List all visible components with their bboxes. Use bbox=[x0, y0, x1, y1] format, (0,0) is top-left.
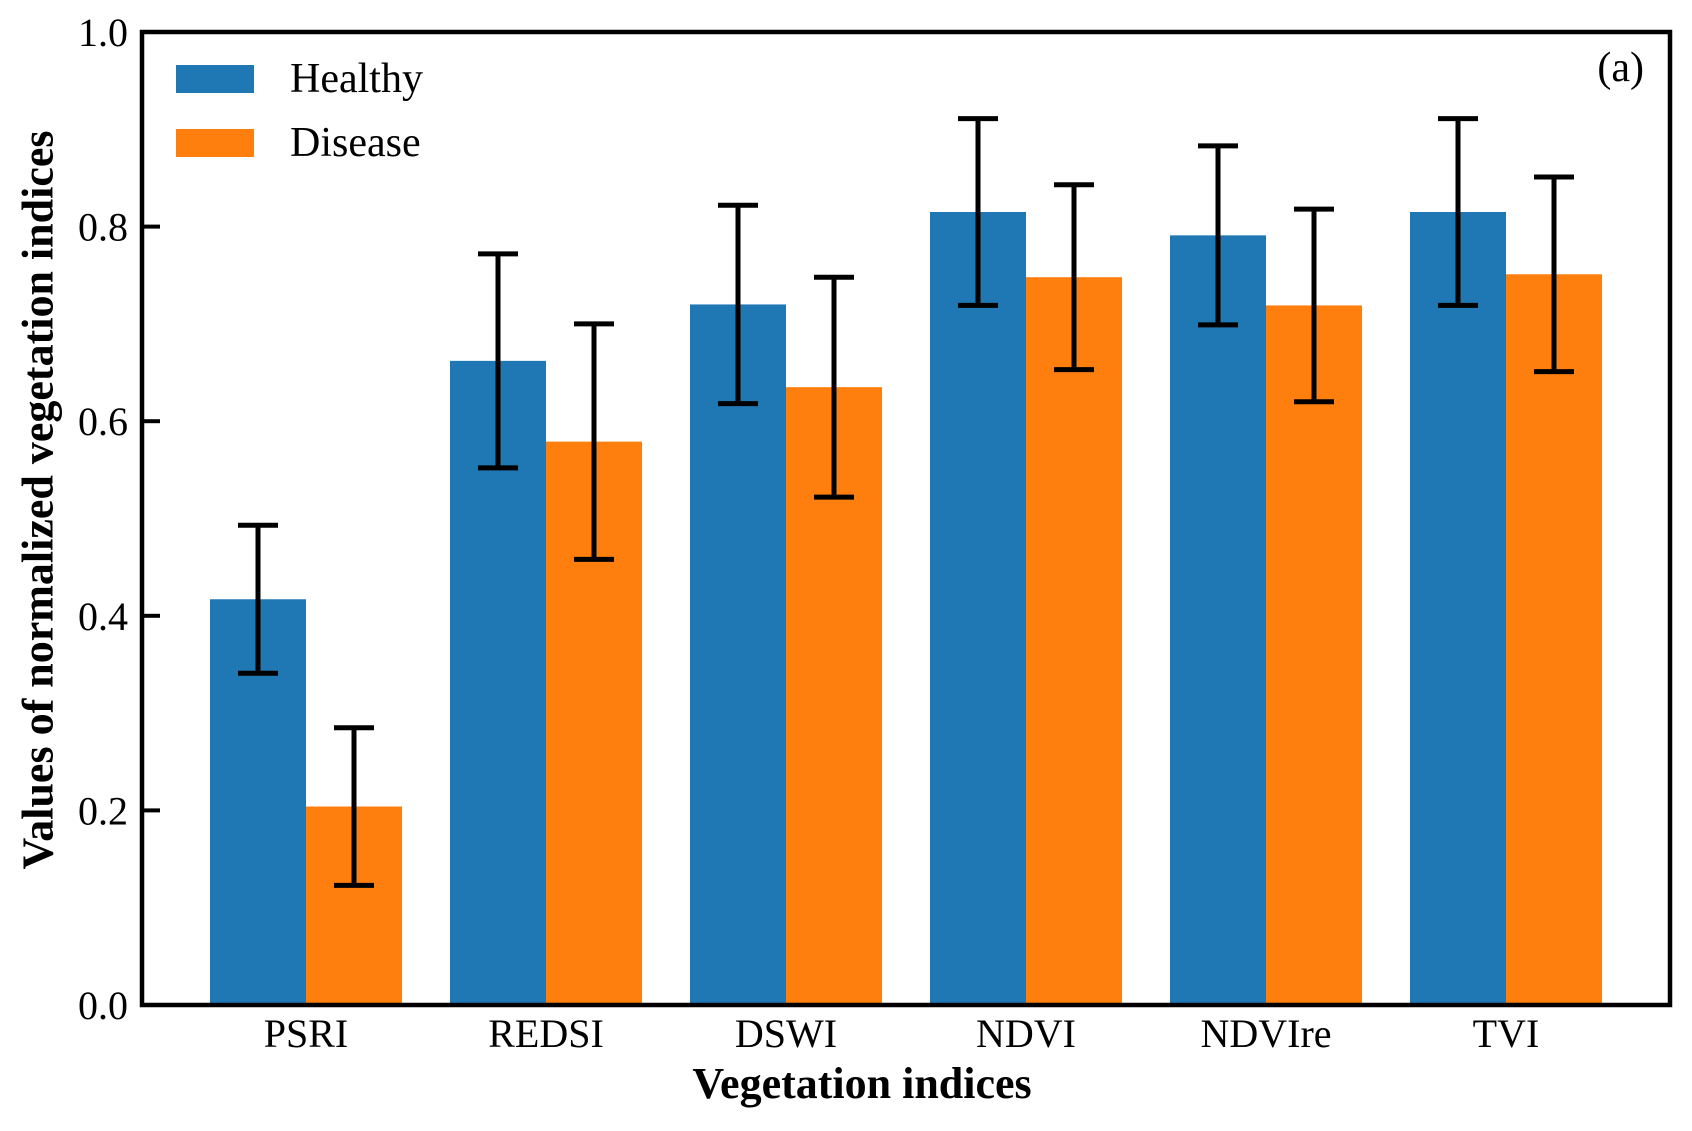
y-axis-title: Values of normalized vegetation indices bbox=[13, 130, 63, 870]
y-tick-label-0.4: 0.4 bbox=[78, 594, 128, 639]
y-tick-label-0.8: 0.8 bbox=[78, 205, 128, 250]
axes-frame bbox=[139, 29, 1673, 1008]
x-category-label-TVI: TVI bbox=[1473, 1011, 1540, 1056]
legend-item-healthy: Healthy bbox=[176, 58, 423, 100]
x-category-label-NDVI: NDVI bbox=[976, 1011, 1076, 1056]
legend-label-healthy: Healthy bbox=[290, 56, 423, 102]
legend-swatch-healthy-icon bbox=[176, 65, 254, 93]
y-tick-label-0.2: 0.2 bbox=[78, 788, 128, 833]
bar-disease-NDVI bbox=[1026, 277, 1122, 1005]
bar-disease-NDVIre bbox=[1266, 305, 1362, 1006]
legend-label-disease: Disease bbox=[290, 120, 421, 166]
bar-healthy-TVI bbox=[1410, 212, 1506, 1005]
panel-label: (a) bbox=[1597, 45, 1644, 91]
legend-swatch-disease-icon bbox=[176, 129, 254, 157]
legend: Healthy Disease bbox=[176, 58, 423, 164]
bar-healthy-NDVI bbox=[930, 212, 1026, 1005]
legend-item-disease: Disease bbox=[176, 122, 423, 164]
y-tick-label-0.0: 0.0 bbox=[78, 983, 128, 1028]
y-tick-label-1.0: 1.0 bbox=[78, 10, 128, 55]
x-axis-title: Vegetation indices bbox=[692, 1059, 1032, 1108]
x-category-label-REDSI: REDSI bbox=[488, 1011, 604, 1056]
x-category-label-DSWI: DSWI bbox=[735, 1011, 837, 1056]
x-category-label-NDVIre: NDVIre bbox=[1200, 1011, 1331, 1056]
bar-healthy-NDVIre bbox=[1170, 235, 1266, 1005]
x-category-label-PSRI: PSRI bbox=[264, 1011, 349, 1056]
bar-disease-TVI bbox=[1506, 274, 1602, 1006]
bar-healthy-DSWI bbox=[690, 304, 786, 1005]
y-tick-label-0.6: 0.6 bbox=[78, 399, 128, 444]
